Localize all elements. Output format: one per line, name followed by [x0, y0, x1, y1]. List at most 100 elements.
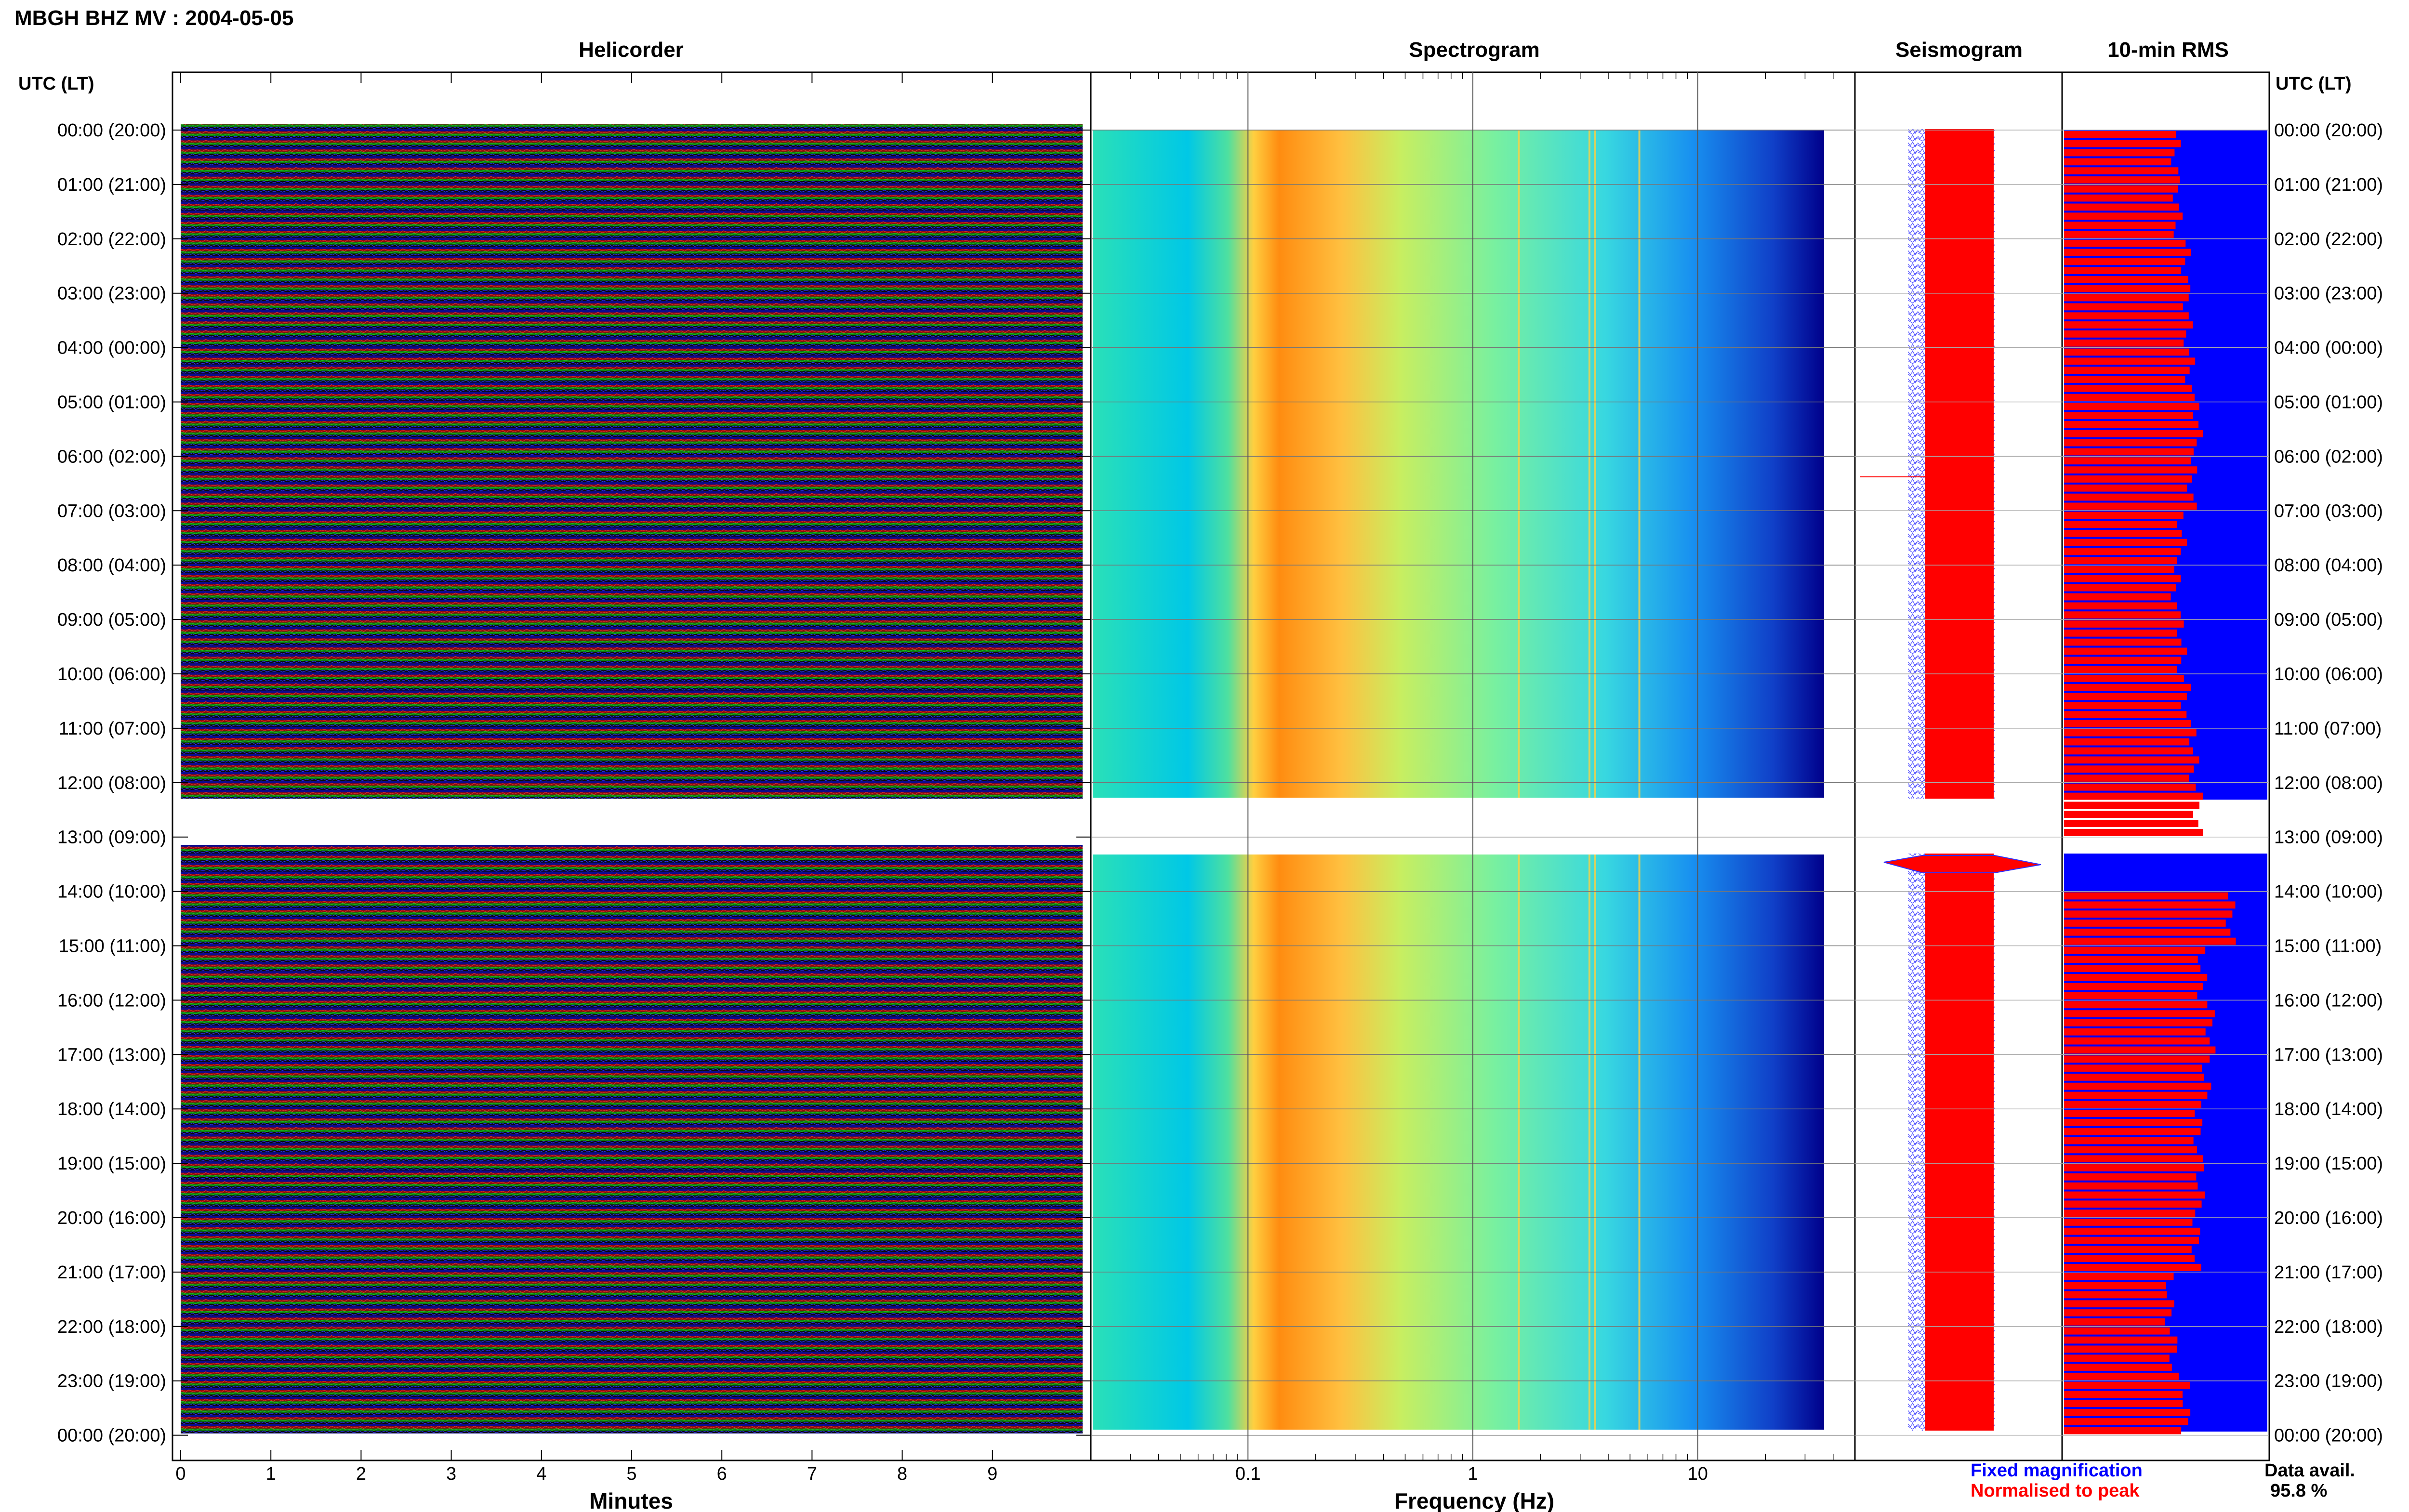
rms-bar [2064, 557, 2177, 565]
hour-label-right: 15:00 (11:00) [2274, 936, 2382, 957]
rms-bar [2064, 1091, 2208, 1099]
rms-bar [2064, 330, 2186, 338]
rms-bar [2064, 920, 2226, 927]
hour-label-right: 18:00 (14:00) [2274, 1099, 2383, 1119]
rms-bar [2064, 675, 2184, 682]
rms-bar [2064, 529, 2182, 537]
rms-bar [2064, 312, 2189, 320]
hour-label-left: 08:00 (04:00) [57, 555, 166, 576]
rms-bar [2064, 584, 2176, 592]
rms-bar [2064, 1246, 2192, 1253]
rms-bar [2064, 1137, 2194, 1144]
hour-label-left: 07:00 (03:00) [57, 501, 166, 521]
seismogram-burst [1883, 855, 2041, 873]
rms-bar [2064, 828, 2203, 836]
rms-bar [2064, 149, 2175, 157]
rms-bar [2064, 901, 2236, 909]
rms-bar [2064, 783, 2196, 791]
rms-bar [2064, 1372, 2179, 1380]
spectrogram-image [1093, 130, 1824, 1430]
hour-label-left: 04:00 (00:00) [57, 338, 166, 358]
minute-tick-label: 9 [987, 1464, 997, 1484]
rms-bar [2064, 1364, 2172, 1371]
rms-bar [2064, 1146, 2197, 1154]
seismogram-fill-top [1925, 129, 1994, 799]
hour-label-left: 21:00 (17:00) [57, 1262, 166, 1283]
rms-bar [2064, 666, 2177, 673]
rms-bar [2064, 1318, 2165, 1326]
minute-tick-label: 7 [807, 1464, 817, 1484]
rms-bar [2064, 1164, 2204, 1171]
spectrogram-block-bottom [1093, 855, 1824, 1430]
hour-label-left: 22:00 (18:00) [57, 1317, 166, 1337]
rms-bar [2064, 1101, 2201, 1108]
rms-bar [2064, 439, 2197, 447]
rms-bar [2064, 493, 2194, 501]
rms-bar [2064, 1119, 2203, 1126]
rms-bar [2064, 965, 2201, 972]
rms-bar [2064, 747, 2193, 755]
rms-bar [2064, 1082, 2211, 1090]
hour-label-right: 20:00 (16:00) [2274, 1208, 2383, 1228]
rms-bar [2064, 629, 2177, 637]
rms-bar [2064, 1381, 2190, 1389]
rms-bar [2064, 575, 2181, 582]
rms-bar [2064, 1309, 2172, 1316]
hour-label-left: 05:00 (01:00) [57, 393, 166, 413]
rms-bar [2064, 457, 2191, 465]
rms-bar [2064, 421, 2199, 428]
hour-label-right: 11:00 (07:00) [2274, 719, 2382, 739]
hour-label-left: 14:00 (10:00) [57, 882, 166, 902]
rms-bar [2064, 1010, 2215, 1018]
rms-bar [2064, 1037, 2210, 1045]
rms-bar [2064, 258, 2185, 265]
rms-bar [2064, 738, 2190, 746]
hour-label-right: 01:00 (21:00) [2274, 175, 2383, 195]
seismogram-trace [1860, 129, 2041, 1431]
hour-label-right: 07:00 (03:00) [2274, 501, 2383, 521]
rms-bar [2064, 1019, 2213, 1026]
rms-bar [2064, 1227, 2200, 1235]
rms-bar [2064, 222, 2176, 229]
rms-bar [2064, 720, 2191, 727]
rms-bar [2064, 239, 2186, 247]
rms-bar [2064, 1327, 2170, 1335]
spectrogram-xlabel: Frequency (Hz) [1394, 1488, 1554, 1512]
rms-bar [2064, 194, 2173, 202]
minute-tick-label: 3 [446, 1464, 456, 1484]
seismogram-fill-bottom [1925, 854, 1994, 1431]
rms-bar [2064, 376, 2185, 383]
hour-label-left: 09:00 (05:00) [57, 610, 166, 630]
rms-bar [2064, 693, 2187, 700]
rms-bar [2064, 1065, 2202, 1072]
minute-tick-label: 6 [717, 1464, 727, 1484]
rms-bar [2064, 774, 2189, 782]
data-avail-label: Data avail. [2264, 1460, 2355, 1481]
hour-label-right: 21:00 (17:00) [2274, 1262, 2383, 1283]
rms-bar [2064, 176, 2180, 184]
rms-bar [2064, 1173, 2197, 1181]
rms-bar [2064, 339, 2184, 347]
rms-bar [2064, 367, 2190, 374]
rms-bar [2064, 1291, 2167, 1299]
rms-bar [2064, 1055, 2210, 1063]
right-hour-labels: 00:00 (20:00) 01:00 (21:00) 02:00 (22:00) 0… [2274, 120, 2383, 1446]
rms-bar [2064, 711, 2187, 719]
rms-bar [2064, 403, 2199, 410]
legend-fixed: Fixed magnification [1971, 1460, 2143, 1481]
hour-label-left: 00:00 (20:00) [57, 120, 166, 141]
rms-bar [2064, 158, 2171, 166]
rms-bar [2064, 502, 2197, 510]
freq-tick-label: 0.1 [1235, 1464, 1261, 1484]
rms-bar [2064, 792, 2203, 800]
hour-label-right: 23:00 (19:00) [2274, 1371, 2383, 1392]
rms-bar [2064, 1073, 2204, 1081]
helicorder-xlabel: Minutes [589, 1488, 673, 1512]
hour-label-left: 17:00 (13:00) [57, 1045, 166, 1065]
rms-bar [2064, 412, 2194, 420]
helicorder-traces [181, 124, 1083, 1433]
spectral-lines [1518, 130, 1641, 1430]
rms-bar [2064, 1200, 2202, 1208]
hour-label-left: 12:00 (08:00) [57, 773, 166, 793]
minute-tick-label: 8 [897, 1464, 907, 1484]
